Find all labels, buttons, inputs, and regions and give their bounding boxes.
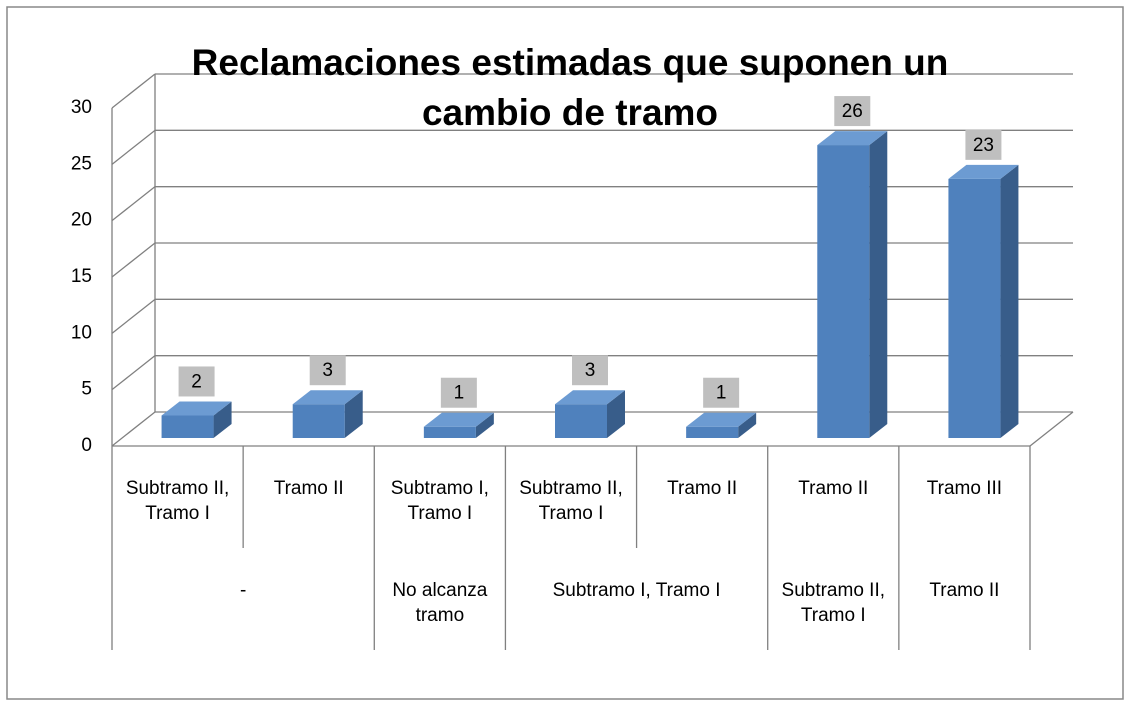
bar-top [817,131,888,146]
side-grid-line [111,411,156,447]
side-grid-line [111,355,156,391]
bar-side [475,412,494,438]
x-tick-label: Tramo II [667,478,738,499]
value-label-box [572,355,608,386]
value-label-box [178,366,215,397]
bar [292,404,345,438]
bar-top [686,412,757,427]
bar [817,145,870,439]
floor-right [1029,411,1074,447]
value-label: 26 [842,101,863,122]
y-tick-label: 20 [71,210,92,231]
bar-top [292,390,363,405]
group-label: Subtramo II, Tramo I [781,580,886,626]
value-label-box [309,355,346,386]
side-grid-line [111,129,156,165]
chart-title: Reclamaciones estimadas que suponen un c… [191,42,949,133]
side-grid-line [111,298,156,334]
value-label-box [965,129,1002,160]
value-label: 23 [973,135,994,156]
bar [161,415,214,438]
group-label: - [239,580,247,601]
bar [686,426,739,438]
x-tick-label: Tramo II [273,478,344,499]
value-label-box [703,377,740,408]
bar-side [213,401,232,438]
bar-side [607,390,625,438]
bar [555,404,607,438]
value-label: 3 [585,360,596,381]
x-tick-label: Tramo III [926,478,1003,499]
y-tick-label: 30 [71,97,92,118]
side-grid-line [111,186,156,222]
y-tick-label: 25 [71,153,92,174]
bar-top [555,390,625,405]
x-tick-label: Tramo II [798,478,869,499]
bar [423,426,476,438]
value-label-box [440,377,477,408]
group-label: No alcanza tramo [392,580,488,626]
x-tick-label: Subtramo II, Tramo I [519,478,623,524]
y-tick-label: 10 [71,322,92,343]
value-label: 1 [716,383,727,404]
group-label: Tramo II [929,580,1000,601]
y-tick-label: 15 [71,266,92,287]
chart-border [6,6,1124,700]
bar-side [1000,164,1019,438]
y-tick-label: 5 [81,379,92,400]
side-grid-line [111,242,156,278]
bar-top [948,164,1019,179]
bar-top [161,401,232,416]
bar-side [344,390,363,438]
x-tick-label: Subtramo I, Tramo I [390,478,489,524]
bar [948,178,1001,438]
value-label: 1 [454,383,465,404]
bar-top [423,412,494,427]
group-label: Subtramo I, Tramo I [552,580,721,601]
x-tick-label: Subtramo II, Tramo I [125,478,230,524]
value-label: 2 [191,371,202,392]
value-label-box [834,96,871,127]
value-label: 3 [322,360,333,381]
y-tick-label: 0 [81,435,92,456]
bar-side [869,131,888,439]
bar-side [738,412,757,438]
side-grid-line [111,73,156,109]
